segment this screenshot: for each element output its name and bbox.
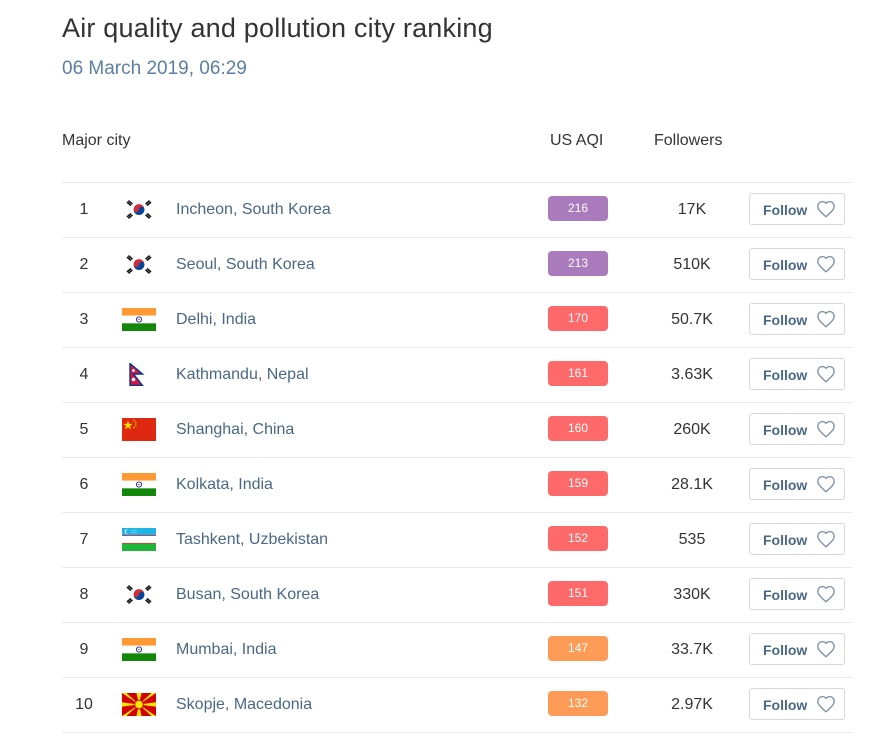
- aqi-badge: 161: [548, 361, 608, 386]
- followers-count: 28.1K: [671, 476, 713, 493]
- uzbekistan-flag-icon: [122, 528, 156, 551]
- city-name[interactable]: Kathmandu, Nepal: [176, 366, 309, 383]
- india-flag-icon: [122, 638, 156, 661]
- rank-number: 10: [75, 696, 93, 713]
- follow-button[interactable]: Follow: [749, 578, 845, 610]
- city-name[interactable]: Tashkent, Uzbekistan: [176, 531, 329, 548]
- aqi-badge: 147: [548, 636, 608, 661]
- heart-icon: [816, 200, 836, 223]
- aqi-badge: 213: [548, 251, 608, 276]
- nepal-flag-icon: [122, 363, 156, 386]
- header-followers: Followers: [654, 132, 723, 149]
- rank-number: 2: [79, 256, 89, 273]
- china-flag-icon: [122, 418, 156, 441]
- city-name[interactable]: Busan, South Korea: [176, 586, 320, 603]
- follow-button[interactable]: Follow: [749, 193, 845, 225]
- heart-icon: [816, 475, 836, 498]
- rank-number: 8: [79, 586, 89, 603]
- city-name[interactable]: Delhi, India: [176, 311, 257, 328]
- follow-button-label: Follow: [763, 532, 808, 548]
- city-name[interactable]: Mumbai, India: [176, 641, 277, 658]
- aqi-badge: 159: [548, 471, 608, 496]
- table-row-7: 7 Tashkent, Uzbekistan 152 535 Follow: [62, 512, 852, 567]
- table-row-6: 6 Kolkata, India 159 28.1K Follow: [62, 457, 852, 512]
- followers-count: 510K: [673, 256, 711, 273]
- rank-number: 7: [79, 531, 89, 548]
- aqi-badge: 170: [548, 306, 608, 331]
- table-row-2: 2 Seoul, South Korea 213 510K Follow: [62, 237, 852, 292]
- table-row-3: 3 Delhi, India 170 50.7K Follow: [62, 292, 852, 347]
- follow-button-label: Follow: [763, 587, 808, 603]
- city-name[interactable]: Skopje, Macedonia: [176, 696, 313, 713]
- india-flag-icon: [122, 308, 156, 331]
- rank-number: 6: [79, 476, 89, 493]
- heart-icon: [816, 585, 836, 608]
- follow-button[interactable]: Follow: [749, 633, 845, 665]
- page-timestamp: 06 March 2019, 06:29: [62, 58, 247, 79]
- follow-button[interactable]: Follow: [749, 468, 845, 500]
- follow-button[interactable]: Follow: [749, 358, 845, 390]
- table-header: Major city US AQI Followers: [62, 132, 852, 154]
- page-title: Air quality and pollution city ranking: [62, 13, 493, 43]
- rank-number: 3: [79, 311, 89, 328]
- followers-count: 535: [678, 531, 706, 548]
- follow-button[interactable]: Follow: [749, 523, 845, 555]
- aqi-badge: 160: [548, 416, 608, 441]
- heart-icon: [816, 255, 836, 278]
- follow-button[interactable]: Follow: [749, 688, 845, 720]
- follow-button-label: Follow: [763, 477, 808, 493]
- city-name[interactable]: Shanghai, China: [176, 421, 295, 438]
- follow-button-label: Follow: [763, 697, 808, 713]
- rank-number: 1: [79, 201, 89, 218]
- table-row-9: 9 Mumbai, India 147 33.7K Follow: [62, 622, 852, 677]
- follow-button-label: Follow: [763, 367, 808, 383]
- table-row-5: 5 Shanghai, China 160 260K Follow: [62, 402, 852, 457]
- header-us-aqi: US AQI: [550, 132, 604, 149]
- followers-count: 33.7K: [671, 641, 713, 658]
- followers-count: 2.97K: [671, 696, 713, 713]
- city-name[interactable]: Incheon, South Korea: [176, 201, 331, 218]
- follow-button-label: Follow: [763, 422, 808, 438]
- south-korea-flag-icon: [122, 198, 156, 221]
- follow-button-label: Follow: [763, 642, 808, 658]
- aqi-badge: 132: [548, 691, 608, 716]
- heart-icon: [816, 310, 836, 333]
- south-korea-flag-icon: [122, 253, 156, 276]
- follow-button[interactable]: Follow: [749, 303, 845, 335]
- india-flag-icon: [122, 473, 156, 496]
- followers-count: 17K: [677, 201, 707, 218]
- table-row-10: 10 Skopje, Macedonia 132 2.97K Follow: [62, 677, 852, 733]
- followers-count: 50.7K: [671, 311, 713, 328]
- followers-count: 260K: [673, 421, 711, 438]
- table-row-8: 8 Busan, South Korea 151 330K Follow: [62, 567, 852, 622]
- ranking-table: 1 Incheon, South Korea 216 17K Follow 2 …: [62, 182, 852, 733]
- south-korea-flag-icon: [122, 583, 156, 606]
- follow-button-label: Follow: [763, 312, 808, 328]
- table-row-1: 1 Incheon, South Korea 216 17K Follow: [62, 182, 852, 237]
- rank-number: 9: [79, 641, 89, 658]
- table-row-4: 4 Kathmandu, Nepal 161 3.63K Follow: [62, 347, 852, 402]
- heart-icon: [816, 365, 836, 388]
- follow-button-label: Follow: [763, 257, 808, 273]
- heart-icon: [816, 530, 836, 553]
- aqi-badge: 216: [548, 196, 608, 221]
- heart-icon: [816, 695, 836, 718]
- city-name[interactable]: Seoul, South Korea: [176, 256, 315, 273]
- macedonia-flag-icon: [122, 693, 156, 716]
- heart-icon: [816, 420, 836, 443]
- city-name[interactable]: Kolkata, India: [176, 476, 273, 493]
- follow-button[interactable]: Follow: [749, 248, 845, 280]
- follow-button[interactable]: Follow: [749, 413, 845, 445]
- rank-number: 5: [79, 421, 89, 438]
- followers-count: 330K: [673, 586, 711, 603]
- rank-number: 4: [79, 366, 89, 383]
- header-major-city: Major city: [62, 132, 131, 149]
- follow-button-label: Follow: [763, 202, 808, 218]
- aqi-badge: 151: [548, 581, 608, 606]
- aqi-badge: 152: [548, 526, 608, 551]
- followers-count: 3.63K: [671, 366, 713, 383]
- heart-icon: [816, 640, 836, 663]
